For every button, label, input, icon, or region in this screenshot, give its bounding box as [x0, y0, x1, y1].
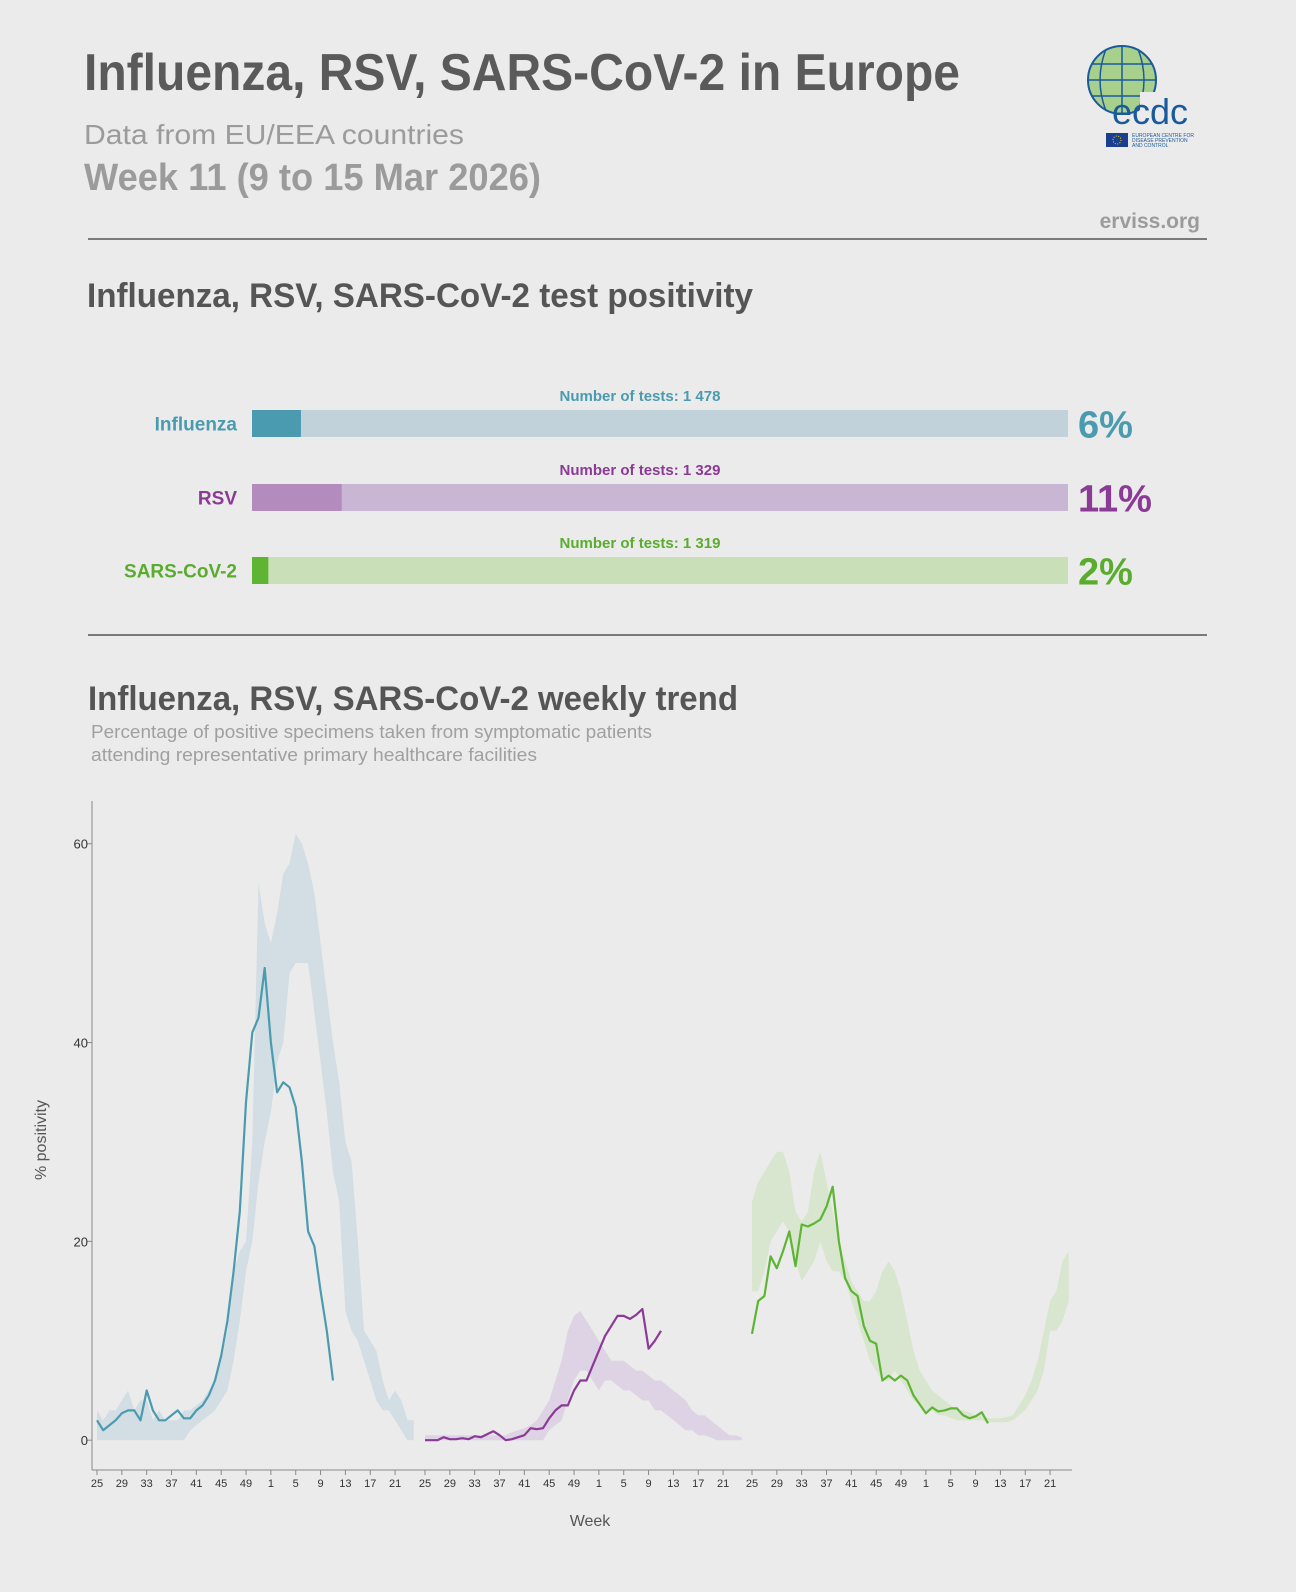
bar-label: Influenza [155, 415, 238, 436]
x-tick-label: 49 [568, 1478, 580, 1490]
x-tick-label: 1 [596, 1478, 602, 1490]
value-label: 2% [1078, 552, 1133, 594]
x-tick-label: 1 [268, 1478, 274, 1490]
logo-backdrop [1140, 92, 1196, 126]
x-tick-label: 29 [116, 1478, 128, 1490]
x-tick-label: 13 [994, 1478, 1006, 1490]
x-axis-label: Week [570, 1513, 612, 1530]
x-tick-label: 37 [493, 1478, 505, 1490]
x-tick-label: 41 [190, 1478, 202, 1490]
logo-subtext: EUROPEAN CENTRE FOR [1132, 133, 1194, 139]
x-tick-label: 21 [389, 1478, 401, 1490]
x-tick-label: 41 [845, 1478, 857, 1490]
x-tick-label: 17 [364, 1478, 376, 1490]
value-label: 6% [1078, 405, 1133, 447]
x-tick-label: 5 [948, 1478, 954, 1490]
x-tick-label: 25 [91, 1478, 103, 1490]
trend-line [96, 966, 335, 1432]
tests-label: Number of tests: 1 478 [560, 388, 721, 405]
y-tick-label: 40 [74, 1036, 88, 1051]
x-tick-label: 45 [543, 1478, 555, 1490]
y-tick-label: 60 [74, 837, 88, 852]
bar [252, 557, 269, 584]
x-tick-label: 41 [518, 1478, 530, 1490]
bar-label: SARS-CoV-2 [124, 562, 237, 583]
eu-stars [1112, 135, 1122, 145]
section-subtitle: Percentage of positive specimens taken f… [91, 722, 652, 742]
range-band [425, 1311, 742, 1441]
x-tick-label: 9 [972, 1478, 978, 1490]
logo-subtext: DISEASE PREVENTION [1132, 138, 1188, 144]
period: Week 11 (9 to 15 Mar 2026) [84, 157, 541, 199]
y-tick-label: 20 [74, 1234, 88, 1249]
trend-line [750, 1185, 989, 1424]
y-tick-label: 0 [81, 1433, 88, 1448]
eu-flag [1106, 133, 1128, 147]
page-subtitle: Data from EU/EEA countries [84, 119, 464, 150]
x-tick-label: 17 [1019, 1478, 1031, 1490]
range-band [97, 833, 414, 1441]
range-band [752, 1151, 1069, 1423]
x-tick-label: 5 [293, 1478, 299, 1490]
x-tick-label: 13 [339, 1478, 351, 1490]
x-tick-label: 5 [621, 1478, 627, 1490]
x-tick-label: 29 [771, 1478, 783, 1490]
x-tick-label: 49 [895, 1478, 907, 1490]
bar [252, 484, 342, 511]
tests-label: Number of tests: 1 319 [560, 535, 721, 552]
bar-track [252, 484, 1068, 511]
x-tick-label: 21 [1044, 1478, 1056, 1490]
logo-text: ecdc [1112, 91, 1188, 132]
x-tick-label: 45 [215, 1478, 227, 1490]
x-tick-label: 33 [141, 1478, 153, 1490]
x-tick-label: 21 [717, 1478, 729, 1490]
x-tick-label: 13 [667, 1478, 679, 1490]
bar [252, 410, 301, 437]
x-tick-label: 49 [240, 1478, 252, 1490]
x-tick-label: 9 [645, 1478, 651, 1490]
logo: ecdc EUROPEAN CENTRE FOR DISEASE PREVENT… [1087, 45, 1196, 149]
x-tick-label: 33 [796, 1478, 808, 1490]
x-tick-label: 1 [923, 1478, 929, 1490]
tests-label: Number of tests: 1 329 [560, 462, 721, 479]
x-tick-label: 37 [820, 1478, 832, 1490]
x-tick-label: 25 [419, 1478, 431, 1490]
y-axis-label: % positivity [33, 1100, 50, 1180]
x-tick-label: 29 [444, 1478, 456, 1490]
logo-subtext: AND CONTROL [1132, 143, 1169, 149]
x-tick-label: 37 [165, 1478, 177, 1490]
section-subtitle: attending representative primary healthc… [91, 745, 537, 765]
bar-track [252, 557, 1068, 584]
x-tick-label: 25 [746, 1478, 758, 1490]
section-title: Influenza, RSV, SARS-CoV-2 weekly trend [88, 680, 738, 718]
x-tick-label: 9 [317, 1478, 323, 1490]
section-title: Influenza, RSV, SARS-CoV-2 test positivi… [87, 277, 753, 315]
x-tick-label: 33 [469, 1478, 481, 1490]
bar-track [252, 410, 1068, 437]
value-label: 11% [1078, 479, 1152, 521]
x-tick-label: 17 [692, 1478, 704, 1490]
trend-line [425, 1307, 662, 1442]
logo-grid [1088, 46, 1156, 114]
page-title: Influenza, RSV, SARS-CoV-2 in Europe [84, 44, 960, 102]
source: erviss.org [1100, 210, 1200, 233]
x-tick-label: 45 [870, 1478, 882, 1490]
bar-label: RSV [198, 489, 237, 510]
